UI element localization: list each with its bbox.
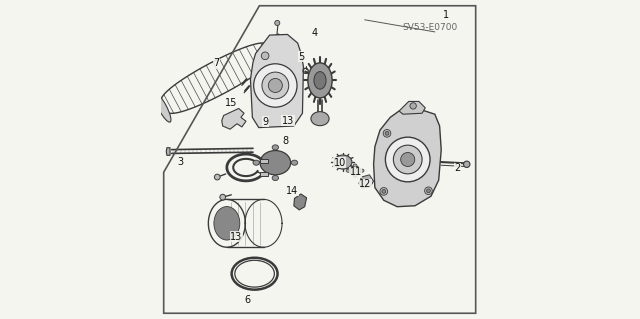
Ellipse shape (308, 63, 332, 98)
Polygon shape (399, 101, 425, 114)
Circle shape (275, 20, 280, 26)
Text: 13: 13 (282, 115, 294, 126)
Text: 4: 4 (311, 28, 317, 39)
Ellipse shape (260, 151, 291, 175)
Ellipse shape (353, 164, 357, 167)
Ellipse shape (463, 161, 470, 167)
Bar (260, 172, 268, 176)
Ellipse shape (291, 160, 298, 165)
Circle shape (394, 145, 422, 174)
Circle shape (385, 137, 430, 182)
Text: 3: 3 (177, 157, 183, 167)
Text: 9: 9 (262, 117, 268, 127)
Ellipse shape (220, 194, 225, 200)
Circle shape (385, 131, 389, 135)
Ellipse shape (272, 175, 278, 181)
Ellipse shape (272, 145, 278, 150)
Ellipse shape (154, 93, 171, 122)
Circle shape (268, 78, 282, 93)
Text: 8: 8 (282, 136, 289, 146)
Ellipse shape (214, 207, 240, 240)
Ellipse shape (314, 72, 326, 89)
Ellipse shape (346, 169, 350, 172)
Text: 10: 10 (333, 158, 346, 168)
Circle shape (424, 187, 432, 195)
Text: 12: 12 (359, 179, 371, 189)
Text: 7: 7 (213, 58, 220, 68)
Text: 14: 14 (286, 186, 298, 196)
Ellipse shape (360, 169, 364, 172)
Ellipse shape (334, 155, 352, 169)
Text: SV53-E0700: SV53-E0700 (403, 23, 458, 32)
Polygon shape (374, 110, 441, 207)
Ellipse shape (214, 174, 220, 180)
Text: 1: 1 (443, 10, 449, 20)
Text: 2: 2 (454, 163, 461, 174)
Circle shape (262, 72, 289, 99)
Ellipse shape (311, 112, 329, 126)
Circle shape (426, 189, 430, 193)
Text: 5: 5 (298, 52, 305, 62)
Circle shape (410, 103, 417, 109)
Polygon shape (221, 108, 246, 129)
Text: 6: 6 (244, 295, 250, 305)
Circle shape (380, 188, 388, 195)
Polygon shape (294, 194, 307, 210)
Circle shape (382, 189, 386, 193)
Ellipse shape (253, 160, 259, 165)
Text: 13: 13 (230, 232, 243, 242)
Ellipse shape (353, 174, 357, 177)
Circle shape (401, 152, 415, 167)
Circle shape (253, 64, 297, 107)
Ellipse shape (278, 34, 288, 52)
Text: 15: 15 (225, 98, 237, 108)
Text: 11: 11 (349, 167, 362, 177)
Circle shape (261, 52, 269, 60)
Bar (260, 159, 268, 163)
Polygon shape (166, 148, 170, 155)
Polygon shape (359, 175, 374, 188)
Polygon shape (250, 34, 303, 128)
Ellipse shape (349, 166, 361, 175)
Circle shape (383, 130, 391, 137)
